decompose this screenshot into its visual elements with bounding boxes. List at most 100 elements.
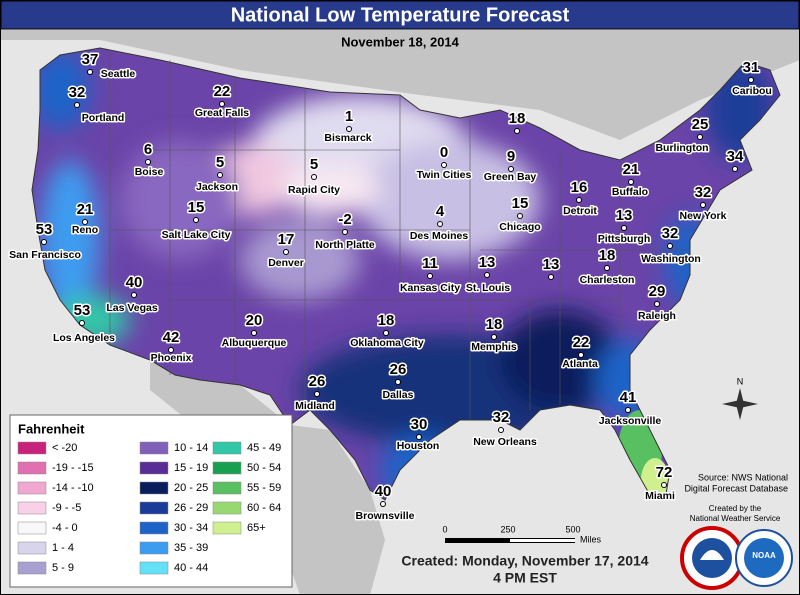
city-dot	[193, 217, 199, 223]
credit-line: Created by the	[709, 504, 762, 513]
city-dot	[416, 434, 422, 440]
city-name: Raleigh	[638, 310, 676, 322]
low-temperature: 32	[662, 225, 679, 242]
city-name: Washington	[641, 253, 701, 265]
legend-label: 55 - 59	[247, 482, 281, 494]
city-dot	[484, 272, 490, 278]
city-dot	[491, 334, 497, 340]
legend-swatch	[17, 541, 47, 555]
scale-label: 500	[565, 524, 580, 534]
low-temperature: 11	[422, 255, 438, 272]
scale-label: 250	[500, 524, 515, 534]
city-name: Phoenix	[151, 352, 192, 364]
city-name: Oklahoma City	[350, 337, 424, 349]
source-line: Source: NWS National	[698, 472, 788, 482]
north-label: N	[737, 376, 744, 386]
city-dot	[311, 174, 317, 180]
city-name: Albuquerque	[222, 337, 287, 349]
low-temperature: 53	[74, 302, 91, 319]
legend-swatch	[17, 481, 47, 495]
city-name: Charleston	[580, 274, 635, 286]
city-dot	[380, 501, 386, 507]
low-temperature: 32	[493, 409, 510, 426]
city-dot	[87, 69, 93, 75]
city-dot	[217, 172, 223, 178]
legend-label: 26 - 29	[174, 502, 208, 514]
compass: N	[722, 376, 758, 420]
city-name: St. Louis	[466, 282, 510, 294]
city-name: Dallas	[383, 389, 414, 401]
low-temperature: 18	[378, 312, 395, 329]
city-dot	[314, 391, 320, 397]
city-name: Portland	[82, 112, 125, 124]
city-name: Midland	[295, 400, 335, 412]
city-name: Memphis	[471, 341, 517, 353]
city-name: Caribou	[732, 85, 772, 97]
legend-swatch	[212, 441, 242, 455]
city-name: Des Moines	[410, 230, 469, 242]
legend-label: 50 - 54	[247, 462, 281, 474]
city-name: New York	[680, 210, 727, 222]
city-name: Rapid City	[288, 184, 340, 196]
city-dot	[342, 229, 348, 235]
low-temperature: 13	[479, 254, 496, 271]
city-name: Buffalo	[612, 186, 648, 198]
legend-swatch	[17, 441, 47, 455]
city-dot	[79, 320, 85, 326]
low-temperature: 25	[692, 116, 709, 133]
legend-label: 45 - 49	[247, 442, 281, 454]
city-dot	[219, 101, 225, 107]
city-dot	[41, 239, 47, 245]
low-temperature: 4	[436, 203, 445, 220]
legend-swatch	[139, 481, 169, 495]
city-dot	[383, 330, 389, 336]
city-dot	[578, 352, 584, 358]
low-temperature: 9	[507, 148, 515, 165]
city-name: Boise	[135, 166, 164, 178]
city-dot	[437, 221, 443, 227]
city-dot	[700, 202, 706, 208]
low-temperature: 13	[543, 256, 560, 273]
low-temperature: 0	[440, 144, 448, 161]
city-dot	[625, 407, 631, 413]
city-name: Salt Lake City	[162, 229, 231, 241]
low-temperature: 20	[246, 312, 263, 329]
city-name: Green Bay	[484, 171, 537, 183]
city-dot	[283, 249, 289, 255]
credit-line: National Weather Service	[690, 514, 781, 523]
legend-label: 30 - 34	[174, 522, 208, 534]
city-dot	[82, 219, 88, 225]
low-temperature: 34	[727, 148, 744, 165]
low-temperature: 22	[214, 83, 231, 100]
legend-swatch	[212, 461, 242, 475]
city-dot	[514, 128, 520, 134]
legend-label: 35 - 39	[174, 542, 208, 554]
city-dot	[604, 265, 610, 271]
city-dot	[508, 166, 514, 172]
low-temperature: 31	[743, 59, 760, 76]
city-name: Los Angeles	[53, 332, 115, 344]
legend-label: 15 - 19	[174, 462, 208, 474]
low-temperature: 37	[82, 51, 99, 68]
low-temperature: 22	[573, 334, 590, 351]
city-name: Bismarck	[324, 132, 371, 144]
city-name: New Orleans	[473, 436, 537, 448]
low-temperature: 40	[375, 483, 392, 500]
nws-logo	[680, 526, 744, 590]
city-name: Miami	[645, 490, 675, 502]
legend: < -20 -19 - -15 -14 - -10 -9 - -5 -4 - 0 1 - …	[17, 441, 281, 575]
city-dot	[621, 225, 627, 231]
low-temperature: 17	[278, 231, 295, 248]
legend-label: -9 - -5	[52, 502, 81, 514]
city-name: Kansas City	[400, 282, 460, 294]
city-name: Burlington	[655, 142, 708, 154]
legend-swatch	[139, 561, 169, 575]
legend-title: Fahrenheit	[18, 421, 85, 436]
city-dot	[654, 301, 660, 307]
low-temperature: 42	[163, 329, 180, 346]
city-name: Twin Cities	[417, 169, 472, 181]
city-dot	[661, 482, 667, 488]
title: National Low Temperature Forecast	[231, 4, 570, 26]
legend-label: 10 - 14	[174, 442, 208, 454]
